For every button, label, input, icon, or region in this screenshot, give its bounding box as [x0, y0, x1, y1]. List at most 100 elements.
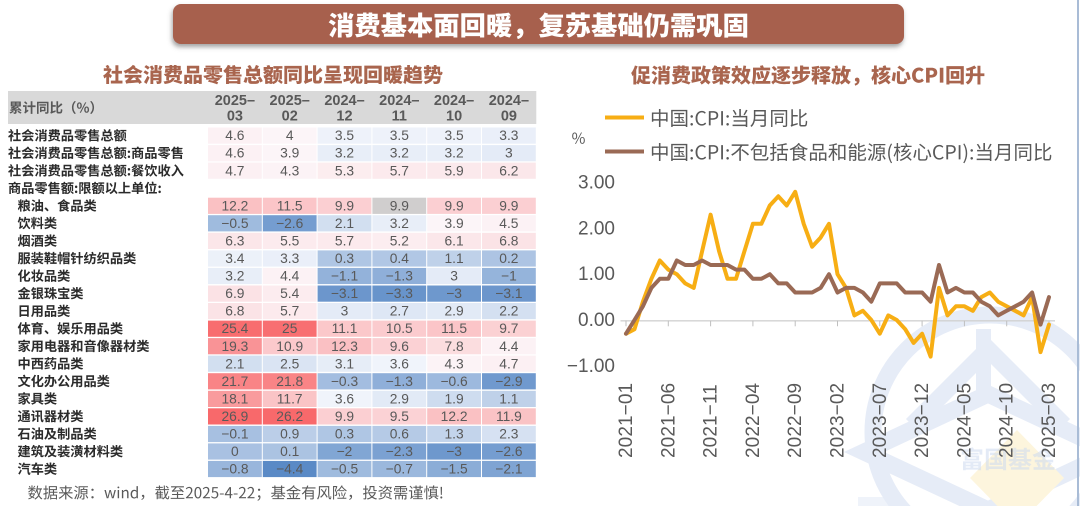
svg-text:−0.3: −0.3 — [331, 374, 359, 389]
svg-text:3.2: 3.2 — [335, 146, 354, 161]
svg-text:9.9: 9.9 — [445, 198, 465, 213]
svg-text:4.7: 4.7 — [499, 356, 518, 371]
svg-text:2.9: 2.9 — [390, 391, 410, 406]
svg-text:2023−02: 2023−02 — [828, 383, 849, 458]
svg-text:−3: −3 — [446, 444, 462, 459]
svg-text:3.3: 3.3 — [280, 251, 300, 266]
svg-text:9.5: 9.5 — [390, 409, 410, 424]
svg-text:3.1: 3.1 — [335, 356, 354, 371]
svg-text:12.2: 12.2 — [441, 409, 468, 424]
svg-text:0.1: 0.1 — [280, 444, 299, 459]
svg-text:−3.1: −3.1 — [495, 286, 522, 301]
svg-text:2.3: 2.3 — [499, 427, 519, 442]
svg-text:21.8: 21.8 — [276, 374, 303, 389]
svg-text:5.3: 5.3 — [335, 163, 355, 178]
svg-text:4.4: 4.4 — [499, 339, 519, 354]
svg-text:10.9: 10.9 — [276, 339, 303, 354]
svg-text:5.9: 5.9 — [445, 163, 465, 178]
svg-text:0.2: 0.2 — [499, 251, 518, 266]
svg-text:11.5: 11.5 — [277, 198, 303, 213]
svg-text:3: 3 — [341, 304, 349, 319]
svg-text:−1.00: −1.00 — [567, 356, 615, 377]
svg-text:2.1: 2.1 — [335, 216, 354, 231]
svg-text:4.7: 4.7 — [225, 163, 244, 178]
svg-text:−0.6: −0.6 — [440, 374, 468, 389]
svg-text:1.1: 1.1 — [445, 251, 464, 266]
svg-text:2024–: 2024– — [434, 93, 474, 109]
svg-text:4.4: 4.4 — [280, 269, 300, 284]
svg-text:−2.9: −2.9 — [495, 374, 523, 389]
svg-text:2.9: 2.9 — [445, 304, 465, 319]
svg-text:0.6: 0.6 — [390, 427, 410, 442]
svg-text:9.6: 9.6 — [390, 339, 410, 354]
svg-text:2021−01: 2021−01 — [616, 383, 637, 458]
svg-text:11.9: 11.9 — [496, 409, 522, 424]
svg-text:6.3: 6.3 — [225, 234, 245, 249]
svg-text:−1.3: −1.3 — [386, 374, 414, 389]
svg-text:3.3: 3.3 — [499, 128, 519, 143]
svg-text:3.2: 3.2 — [445, 146, 464, 161]
svg-text:3: 3 — [450, 269, 458, 284]
svg-text:3.5: 3.5 — [390, 128, 410, 143]
svg-text:2025−03: 2025−03 — [1039, 383, 1060, 458]
svg-text:2024–: 2024– — [489, 93, 529, 109]
svg-text:4.3: 4.3 — [445, 356, 465, 371]
svg-text:2021−06: 2021−06 — [658, 383, 679, 458]
svg-text:2021−11: 2021−11 — [701, 384, 722, 458]
svg-text:−2.3: −2.3 — [386, 444, 414, 459]
svg-text:−2.1: −2.1 — [495, 462, 522, 477]
svg-text:1.00: 1.00 — [578, 264, 615, 285]
svg-text:21.7: 21.7 — [221, 374, 248, 389]
svg-text:11.1: 11.1 — [332, 321, 358, 336]
svg-text:2023−12: 2023−12 — [912, 383, 933, 458]
svg-text:2.7: 2.7 — [390, 304, 409, 319]
svg-text:5.7: 5.7 — [335, 234, 354, 249]
svg-text:12.3: 12.3 — [331, 339, 358, 354]
svg-text:−0.5: −0.5 — [221, 216, 249, 231]
svg-text:2025–: 2025– — [215, 93, 255, 109]
svg-text:2024−05: 2024−05 — [954, 383, 975, 458]
svg-text:3.4: 3.4 — [225, 251, 245, 266]
svg-text:5.7: 5.7 — [280, 304, 299, 319]
svg-text:4.3: 4.3 — [280, 163, 300, 178]
svg-text:2.2: 2.2 — [499, 304, 518, 319]
svg-text:−3.1: −3.1 — [331, 286, 358, 301]
svg-text:2024–: 2024– — [324, 93, 364, 109]
svg-text:5.4: 5.4 — [280, 286, 300, 301]
svg-text:19.3: 19.3 — [221, 339, 248, 354]
svg-text:−3: −3 — [446, 286, 462, 301]
svg-text:25.4: 25.4 — [221, 321, 248, 336]
svg-text:2022−04: 2022−04 — [743, 382, 764, 458]
svg-text:03: 03 — [227, 109, 243, 125]
svg-text:2.00: 2.00 — [578, 218, 615, 239]
svg-text:2.5: 2.5 — [280, 356, 300, 371]
svg-text:3.5: 3.5 — [335, 128, 355, 143]
svg-text:−1.3: −1.3 — [386, 269, 414, 284]
svg-text:2.1: 2.1 — [225, 356, 244, 371]
svg-text:0.9: 0.9 — [280, 427, 300, 442]
svg-text:9.9: 9.9 — [499, 198, 519, 213]
svg-text:−0.7: −0.7 — [386, 462, 413, 477]
svg-text:−1.1: −1.1 — [331, 269, 358, 284]
svg-text:2024–: 2024– — [379, 93, 419, 109]
svg-text:0.3: 0.3 — [335, 427, 355, 442]
svg-text:10: 10 — [446, 109, 462, 125]
svg-text:7.8: 7.8 — [445, 339, 465, 354]
svg-text:6.9: 6.9 — [225, 286, 245, 301]
svg-text:09: 09 — [501, 109, 517, 125]
svg-text:6.1: 6.1 — [445, 234, 464, 249]
svg-text:0.4: 0.4 — [390, 251, 410, 266]
svg-text:3.5: 3.5 — [445, 128, 465, 143]
svg-text:1.1: 1.1 — [499, 391, 518, 406]
svg-text:26.2: 26.2 — [276, 409, 303, 424]
svg-text:5.2: 5.2 — [390, 234, 409, 249]
svg-text:3.2: 3.2 — [390, 146, 409, 161]
svg-text:5.5: 5.5 — [280, 234, 300, 249]
svg-text:9.9: 9.9 — [390, 198, 410, 213]
svg-text:4.6: 4.6 — [225, 146, 245, 161]
svg-text:02: 02 — [282, 109, 298, 125]
svg-text:11.7: 11.7 — [277, 391, 303, 406]
svg-text:0: 0 — [231, 444, 239, 459]
svg-text:−2: −2 — [337, 444, 353, 459]
svg-text:−1.5: −1.5 — [440, 462, 468, 477]
